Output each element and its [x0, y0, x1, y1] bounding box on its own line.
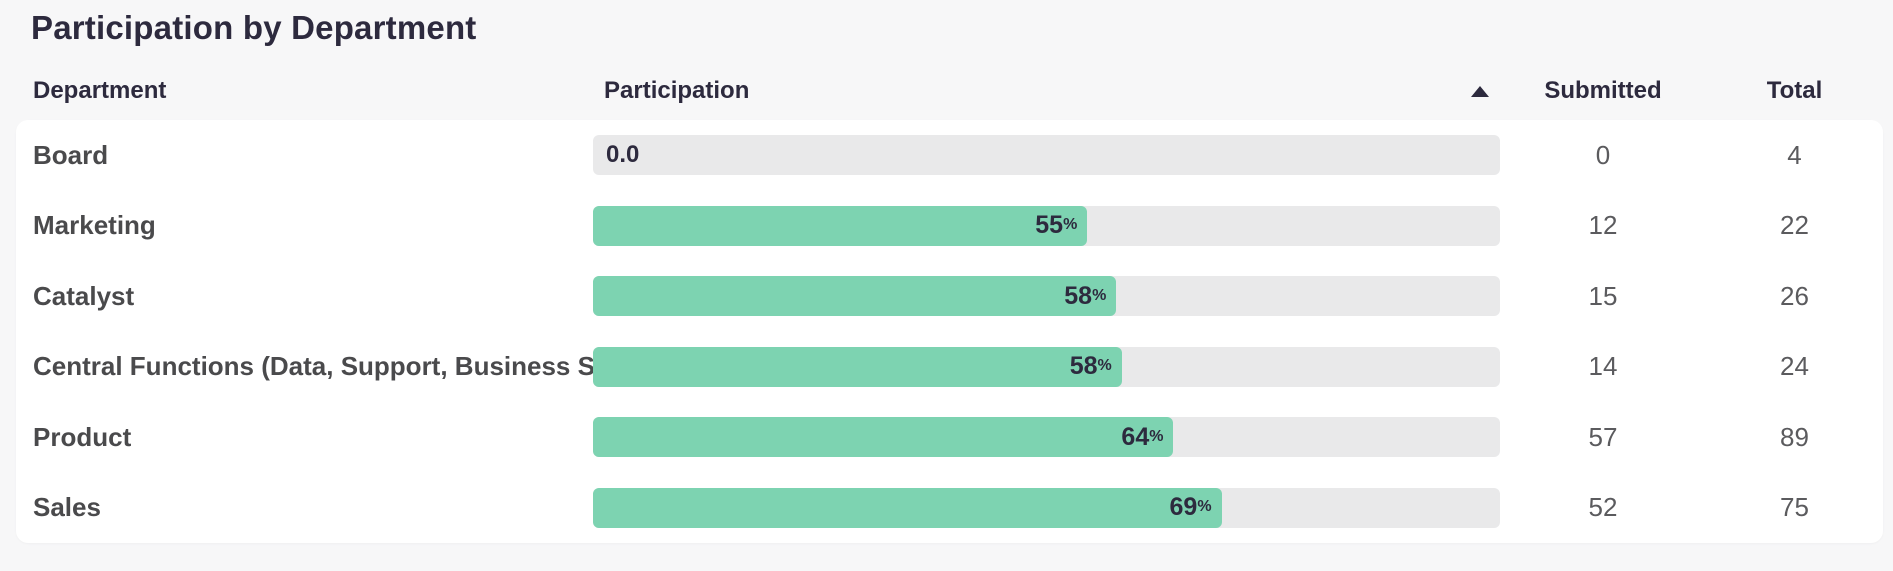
participation-bar-fill: 58% — [593, 346, 1122, 387]
total-value: 89 — [1780, 421, 1809, 452]
participation-bar-track: 58% — [593, 276, 1500, 317]
participation-bar-track: 64% — [593, 417, 1500, 458]
participation-bar-cell: 0.0 — [593, 135, 1500, 176]
column-header-submitted[interactable]: Submitted — [1544, 77, 1662, 104]
participation-bar-cell: 64% — [593, 417, 1500, 458]
column-header-total[interactable]: Total — [1766, 77, 1823, 104]
submitted-value: 15 — [1588, 280, 1618, 311]
bar-percent-sign: % — [1092, 286, 1107, 304]
bar-percent-value: 55 — [1035, 211, 1064, 240]
bar-percent-value: 58 — [1069, 352, 1098, 381]
bar-zero-label: 0.0 — [606, 141, 640, 169]
submitted-value: 52 — [1588, 492, 1618, 523]
department-name: Marketing — [33, 210, 156, 241]
bar-percent-value: 69 — [1169, 493, 1198, 522]
department-name: Board — [33, 139, 109, 170]
table-row: Sales 69% 52 75 — [16, 473, 1883, 544]
table-body-card: Board 0.0 0 4 Marketing 55% 12 22 Cataly — [16, 120, 1883, 543]
table-row: Catalyst 58% 15 26 — [16, 261, 1883, 332]
submitted-value: 0 — [1595, 139, 1611, 170]
submitted-value: 57 — [1588, 421, 1618, 452]
table-row: Marketing 55% 12 22 — [16, 191, 1883, 262]
bar-percent-sign: % — [1197, 498, 1212, 516]
participation-bar-fill: 58% — [593, 276, 1117, 317]
participation-bar-cell: 58% — [593, 276, 1500, 317]
participation-bar-track: 69% — [593, 487, 1500, 528]
total-value: 26 — [1780, 280, 1809, 311]
column-header-participation-label: Participation — [604, 77, 750, 104]
participation-bar-fill: 55% — [593, 205, 1088, 246]
page-title: Participation by Department — [31, 9, 477, 46]
submitted-value: 14 — [1588, 351, 1618, 382]
sort-ascending-icon — [1471, 85, 1489, 97]
department-name: Central Functions (Data, Support, Busine… — [33, 351, 593, 382]
participation-bar-cell: 55% — [593, 205, 1500, 246]
total-value: 75 — [1780, 492, 1809, 523]
table-row: Board 0.0 0 4 — [16, 120, 1883, 191]
column-header-participation[interactable]: Participation — [593, 77, 1500, 105]
bar-percent-sign: % — [1063, 216, 1078, 234]
participation-bar-track: 0.0 — [593, 135, 1500, 176]
column-header-department[interactable]: Department — [33, 77, 167, 104]
participation-bar-cell: 69% — [593, 487, 1500, 528]
total-value: 22 — [1780, 210, 1809, 241]
bar-percent-value: 58 — [1064, 281, 1093, 310]
participation-bar-fill: 64% — [593, 417, 1174, 458]
participation-bar-fill: 69% — [593, 487, 1222, 528]
participation-bar-cell: 58% — [593, 346, 1500, 387]
department-name: Catalyst — [33, 280, 135, 311]
table-row: Product 64% 57 89 — [16, 402, 1883, 473]
bar-percent-sign: % — [1097, 357, 1112, 375]
participation-bar-track: 58% — [593, 346, 1500, 387]
submitted-value: 12 — [1588, 210, 1618, 241]
bar-percent-value: 64 — [1121, 422, 1150, 451]
total-value: 24 — [1780, 351, 1809, 382]
bar-percent-sign: % — [1149, 427, 1164, 445]
table-header-row: Department Participation Submitted Total — [16, 62, 1883, 120]
participation-bar-track: 55% — [593, 205, 1500, 246]
total-value: 4 — [1787, 139, 1802, 170]
department-name: Product — [33, 421, 132, 452]
department-name: Sales — [33, 492, 101, 523]
table-row: Central Functions (Data, Support, Busine… — [16, 332, 1883, 403]
participation-table: Department Participation Submitted Total… — [16, 62, 1883, 543]
